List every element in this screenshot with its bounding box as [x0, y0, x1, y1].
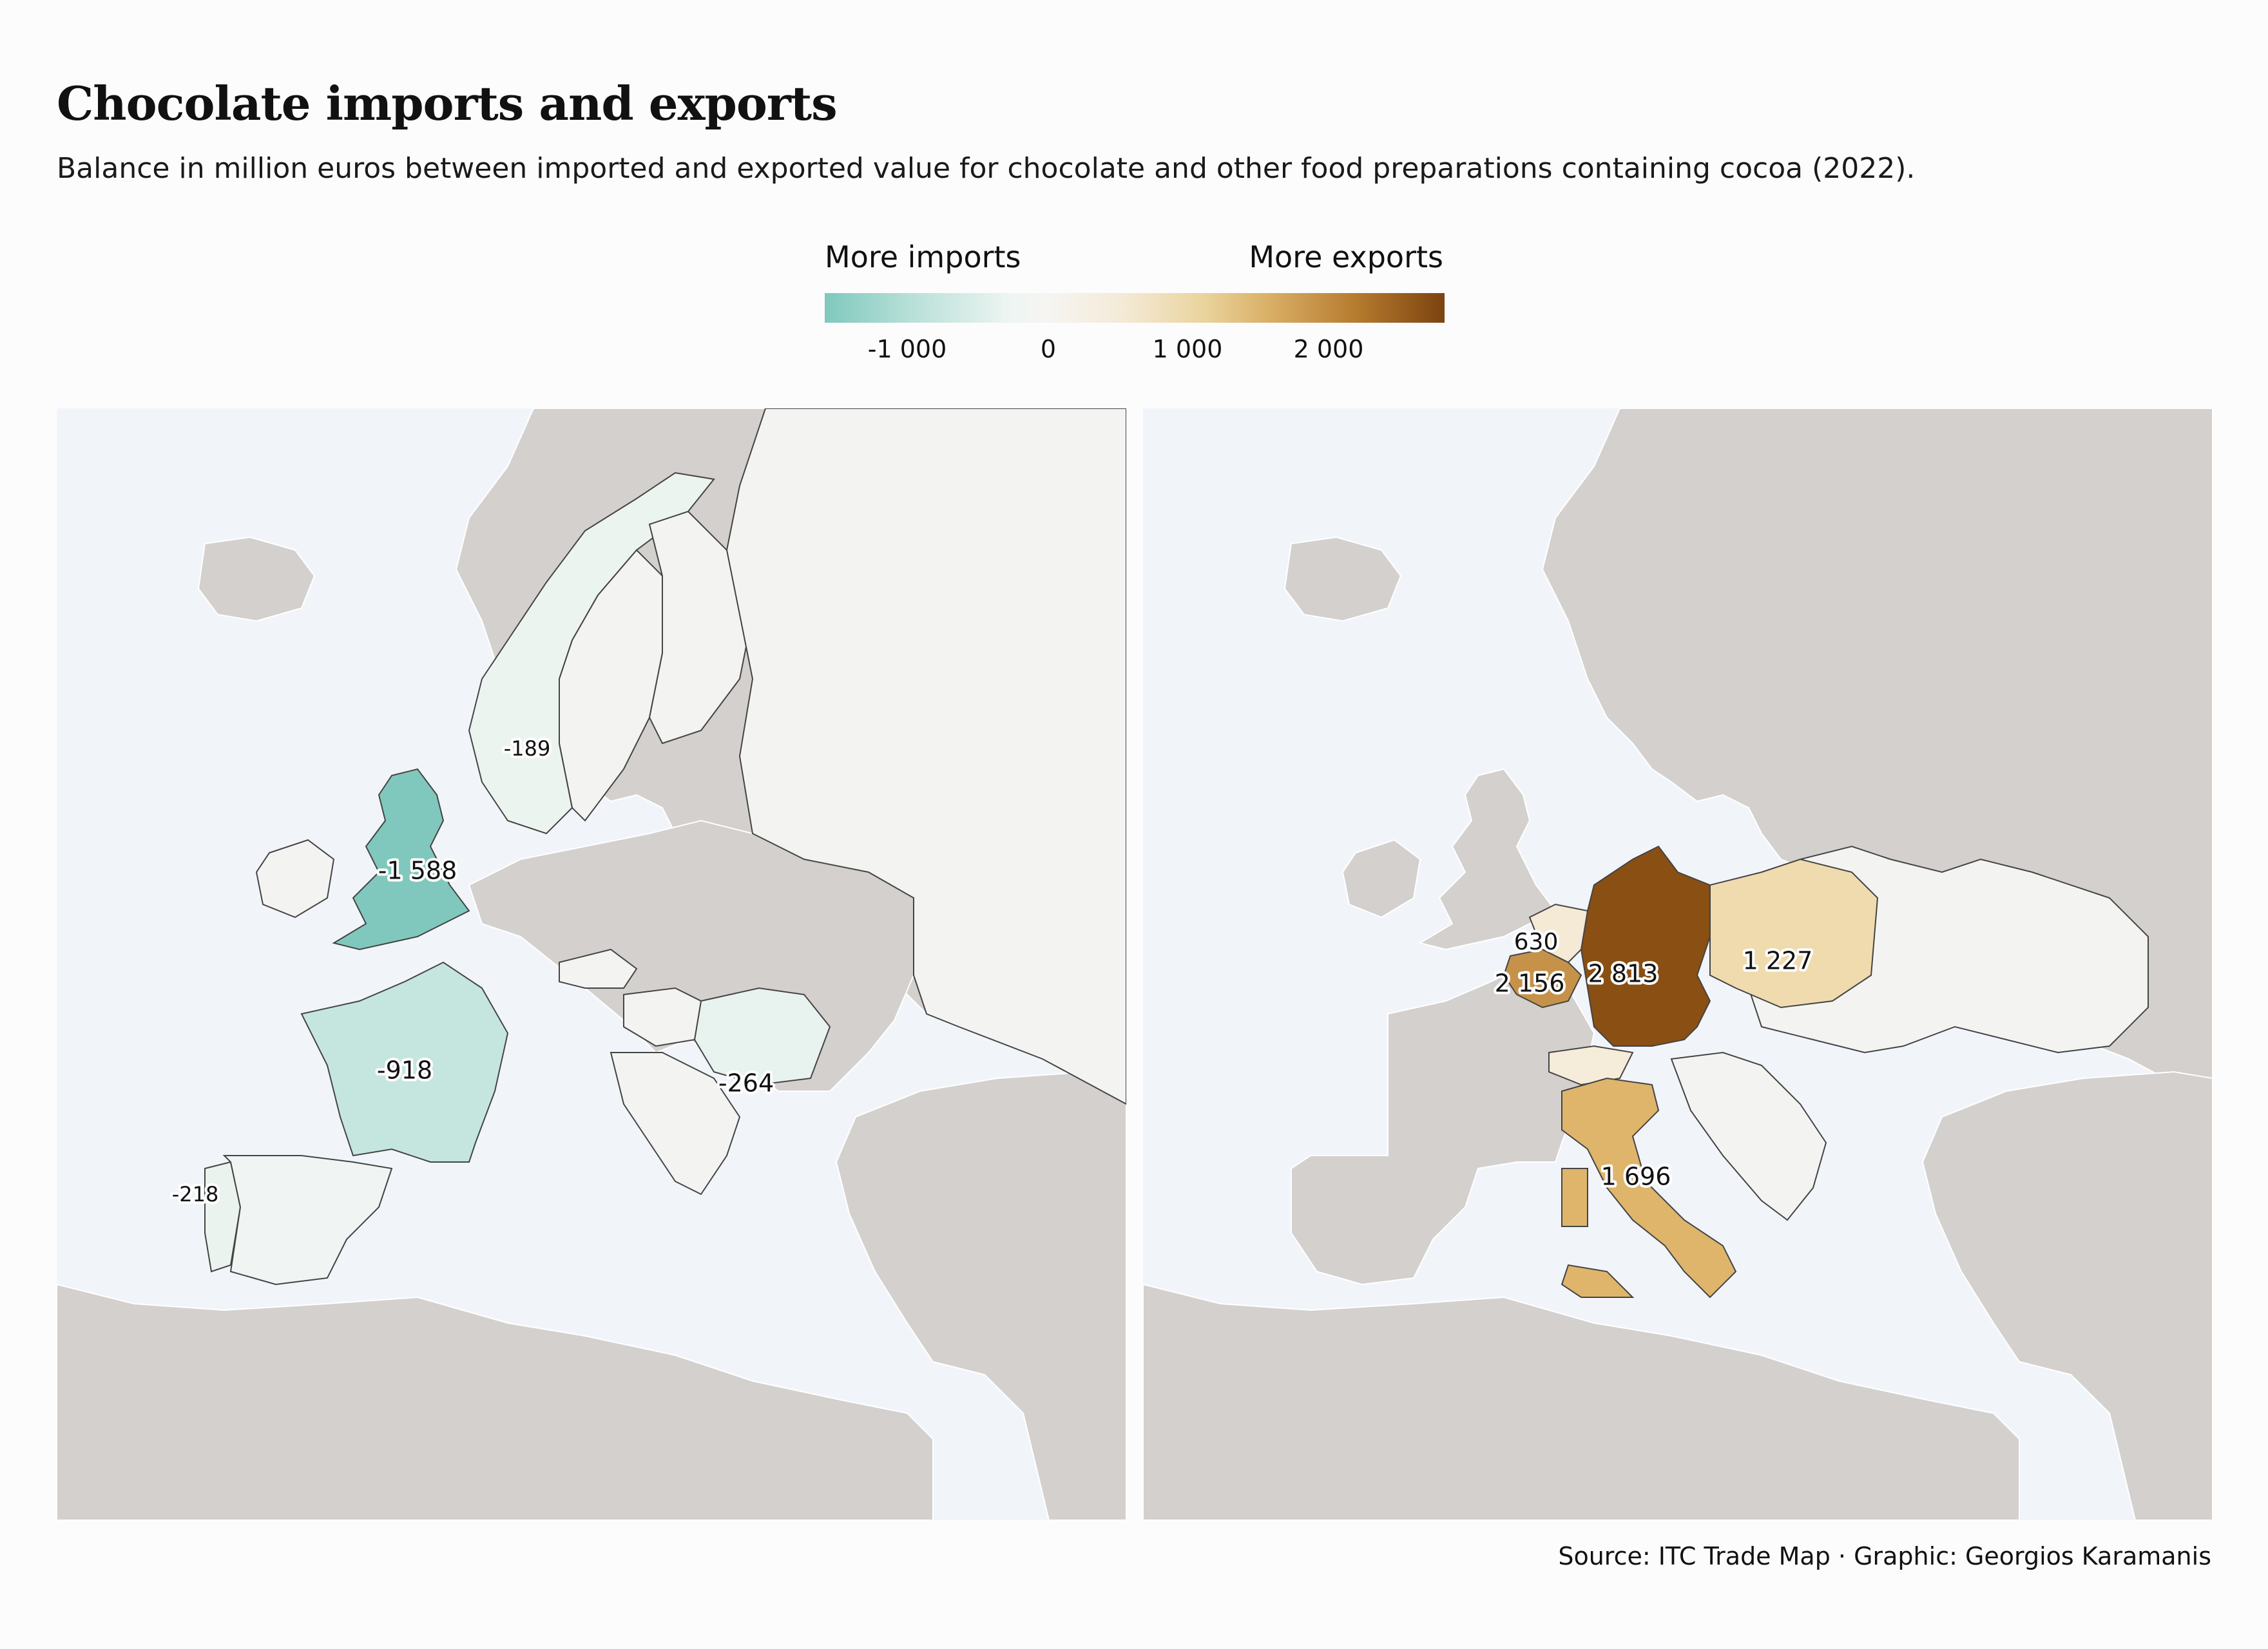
legend-tick: -1 000 [867, 335, 947, 363]
label-norway: -189 [504, 736, 551, 761]
country-netherlands [1528, 903, 1589, 964]
map-exports-svg: 2 813 2 156 1 696 1 227 630 [1143, 408, 2213, 1520]
country-italy [1561, 1077, 1737, 1299]
country-france [300, 961, 509, 1163]
country-spain [222, 1155, 393, 1286]
country-poland [1709, 858, 1879, 1009]
land-turkey-middle-east [835, 1071, 1126, 1520]
legend-tick: 2 000 [1293, 335, 1364, 363]
label-poland: 1 227 [1743, 947, 1813, 975]
country-russia [726, 408, 1126, 1105]
label-portugal: -218 [172, 1182, 219, 1206]
color-legend: More imports More exports -1 000 0 1 000… [825, 240, 1445, 381]
land-north-africa [57, 1283, 934, 1520]
country-germany [1580, 845, 1711, 1047]
country-sweden [559, 549, 663, 822]
highlighted-countries [1503, 845, 1879, 1299]
label-germany: 2 813 [1588, 960, 1658, 988]
country-balkans [1670, 1051, 1827, 1221]
land-iceland [1283, 536, 1402, 622]
country-finland [648, 510, 754, 745]
land-western-europe [1291, 961, 1595, 1286]
legend-tick: 1 000 [1152, 335, 1223, 363]
label-belgium: 2 156 [1495, 969, 1565, 998]
label-italy: 1 696 [1601, 1163, 1671, 1191]
chart-title: Chocolate imports and exports [57, 76, 838, 131]
land-turkey-middle-east [1921, 1071, 2213, 1520]
country-switzerland [1548, 1045, 1634, 1086]
chart-subtitle: Balance in million euros between importe… [57, 152, 1916, 185]
land-iceland [197, 536, 316, 622]
country-czechia [559, 948, 638, 989]
label-united-kingdom: -1 588 [378, 857, 457, 885]
label-france: -918 [377, 1056, 432, 1085]
label-romania: -264 [718, 1069, 774, 1098]
legend-tick: 0 [1040, 335, 1057, 363]
legend-imports-label: More imports [825, 240, 1021, 274]
land-north-africa [1143, 1283, 2020, 1520]
source-credit: Source: ITC Trade Map · Graphic: Georgio… [1558, 1542, 2211, 1570]
highlighted-countries [204, 408, 1126, 1286]
map-imports-svg: -1 588 -918 -264 -218 -189 [57, 408, 1126, 1520]
map-exports: 2 813 2 156 1 696 1 227 630 [1143, 408, 2213, 1520]
label-netherlands: 630 [1514, 929, 1559, 955]
country-hungary [623, 987, 702, 1047]
legend-exports-label: More exports [1249, 240, 1443, 274]
country-labels: 2 813 2 156 1 696 1 227 630 [1492, 926, 1816, 1194]
map-imports: -1 588 -918 -264 -218 -189 [57, 408, 1126, 1520]
legend-color-bar [825, 293, 1445, 323]
country-balkans [610, 1052, 741, 1196]
land-uk-ireland [1341, 768, 1557, 951]
country-united-kingdom [332, 768, 470, 951]
country-ireland [255, 839, 335, 919]
country-romania [693, 987, 831, 1086]
country-labels: -1 588 -918 -264 -218 -189 [169, 734, 776, 1209]
